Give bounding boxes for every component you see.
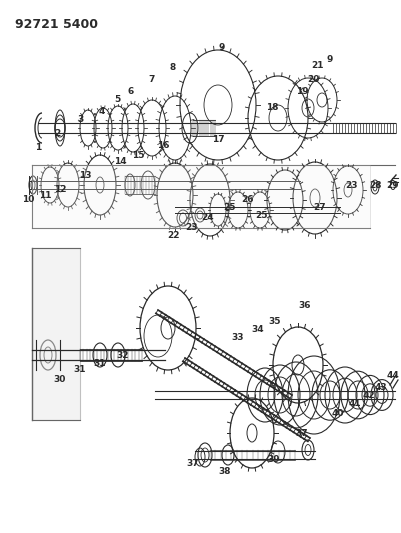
Text: 25: 25 xyxy=(223,204,235,213)
Text: 2: 2 xyxy=(54,128,60,138)
Text: 11: 11 xyxy=(39,190,51,199)
Text: 28: 28 xyxy=(369,181,381,190)
Text: 41: 41 xyxy=(349,399,361,408)
Text: 42: 42 xyxy=(363,391,375,400)
Text: 23: 23 xyxy=(186,223,198,232)
Text: 29: 29 xyxy=(387,181,399,190)
Text: 20: 20 xyxy=(307,76,319,85)
Text: 26: 26 xyxy=(242,195,254,204)
Text: 17: 17 xyxy=(212,135,224,144)
Text: 16: 16 xyxy=(157,141,169,149)
Text: 32: 32 xyxy=(117,351,129,359)
Text: 34: 34 xyxy=(252,326,264,335)
Text: 35: 35 xyxy=(269,318,281,327)
Text: 19: 19 xyxy=(296,87,308,96)
Text: 9: 9 xyxy=(219,44,225,52)
Text: 23: 23 xyxy=(346,181,358,190)
Text: 22: 22 xyxy=(168,231,180,240)
Text: 30: 30 xyxy=(54,376,66,384)
Text: 4: 4 xyxy=(99,107,105,116)
Text: 33: 33 xyxy=(232,334,244,343)
Text: 44: 44 xyxy=(387,370,399,379)
Text: 37: 37 xyxy=(187,458,199,467)
Polygon shape xyxy=(32,248,80,420)
Text: 24: 24 xyxy=(202,214,214,222)
Text: 40: 40 xyxy=(332,408,344,417)
Text: 39: 39 xyxy=(268,456,280,464)
Polygon shape xyxy=(32,165,370,228)
Text: 14: 14 xyxy=(114,157,126,166)
Text: 12: 12 xyxy=(54,185,66,195)
Text: 37: 37 xyxy=(296,429,308,438)
Text: 43: 43 xyxy=(375,384,387,392)
Text: 15: 15 xyxy=(132,150,144,159)
Text: 27: 27 xyxy=(314,203,326,212)
Text: 7: 7 xyxy=(149,75,155,84)
Text: 36: 36 xyxy=(299,301,311,310)
Text: 92721 5400: 92721 5400 xyxy=(15,18,98,31)
Text: 9: 9 xyxy=(327,55,333,64)
Text: 31: 31 xyxy=(74,366,86,375)
Text: 31: 31 xyxy=(94,359,106,367)
Text: 13: 13 xyxy=(79,172,91,181)
Text: 38: 38 xyxy=(219,467,231,477)
Text: 5: 5 xyxy=(114,95,120,104)
Text: 6: 6 xyxy=(128,87,134,96)
Text: 3: 3 xyxy=(77,116,83,125)
Text: 25: 25 xyxy=(256,211,268,220)
Text: 21: 21 xyxy=(312,61,324,70)
Text: 18: 18 xyxy=(266,102,278,111)
Text: 10: 10 xyxy=(22,196,34,205)
Text: 1: 1 xyxy=(35,143,41,152)
Text: 8: 8 xyxy=(170,62,176,71)
